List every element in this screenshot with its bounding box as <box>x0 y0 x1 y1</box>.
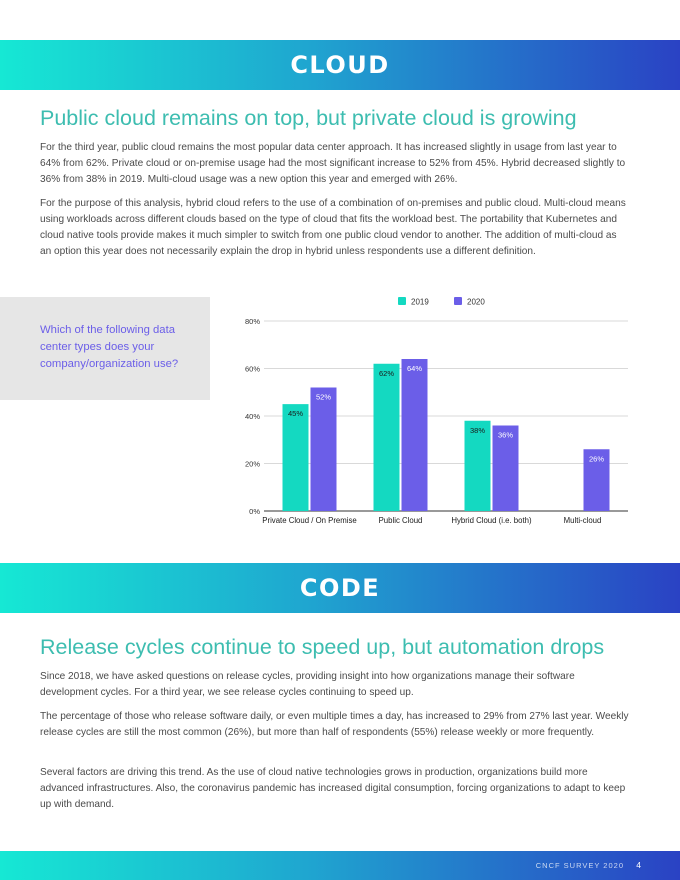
x-category-label: Multi-cloud <box>564 516 602 525</box>
bar-data-label: 36% <box>498 431 513 440</box>
bar-2019 <box>282 404 309 511</box>
bar-data-label: 62% <box>379 369 394 378</box>
bar-2019 <box>464 420 491 511</box>
bar-2019 <box>373 363 400 511</box>
x-category-label: Private Cloud / On Premise <box>262 516 356 525</box>
code-section-banner: CODE <box>0 563 680 613</box>
data-center-types-chart: 0% 20% 40% 60% 80% 2019 2020 45% 52% Private Clou… <box>245 297 628 525</box>
y-tick-label: 80% <box>245 317 260 326</box>
page-number: 4 <box>636 860 641 870</box>
survey-question: Which of the following data center types… <box>40 324 179 370</box>
y-tick-label: 0% <box>249 507 260 516</box>
code-heading: Release cycles continue to speed up, but… <box>40 635 605 659</box>
code-paragraph-1: Since 2018, we have asked questions on r… <box>40 671 575 698</box>
y-tick-label: 20% <box>245 460 260 469</box>
bar-data-label: 26% <box>589 454 604 463</box>
cloud-paragraph-1: For the third year, public cloud remains… <box>40 142 626 185</box>
code-banner-title: CODE <box>299 574 381 602</box>
bar-data-label: 52% <box>316 393 331 402</box>
cloud-section-banner: CLOUD <box>0 40 680 90</box>
bar-2020 <box>401 359 428 511</box>
footer-survey-label: CNCF SURVEY 2020 <box>535 861 624 870</box>
bar-2020 <box>310 387 337 511</box>
y-tick-label: 40% <box>245 412 260 421</box>
legend-label-2020: 2020 <box>467 298 485 307</box>
x-category-label: Public Cloud <box>379 516 423 525</box>
code-paragraph-2: The percentage of those who release soft… <box>40 711 629 738</box>
cloud-paragraph-2: For the purpose of this analysis, hybrid… <box>40 198 626 257</box>
bar-data-label: 45% <box>288 409 303 418</box>
cloud-banner-title: CLOUD <box>290 51 390 79</box>
survey-question-box: Which of the following data center types… <box>0 297 210 400</box>
bar-data-label: 38% <box>470 426 485 435</box>
x-category-label: Hybrid Cloud (i.e. both) <box>451 516 532 525</box>
cloud-heading: Public cloud remains on top, but private… <box>40 106 577 130</box>
bar-data-label: 64% <box>407 364 422 373</box>
page-footer: CNCF SURVEY 2020 4 <box>0 851 680 880</box>
legend-swatch-2020 <box>454 297 462 305</box>
legend-swatch-2019 <box>398 297 406 305</box>
y-tick-label: 60% <box>245 365 260 374</box>
bar-2020 <box>583 449 610 511</box>
code-paragraph-3: Several factors are driving this trend. … <box>40 767 626 810</box>
bar-2020 <box>492 425 519 511</box>
legend-label-2019: 2019 <box>411 298 429 307</box>
